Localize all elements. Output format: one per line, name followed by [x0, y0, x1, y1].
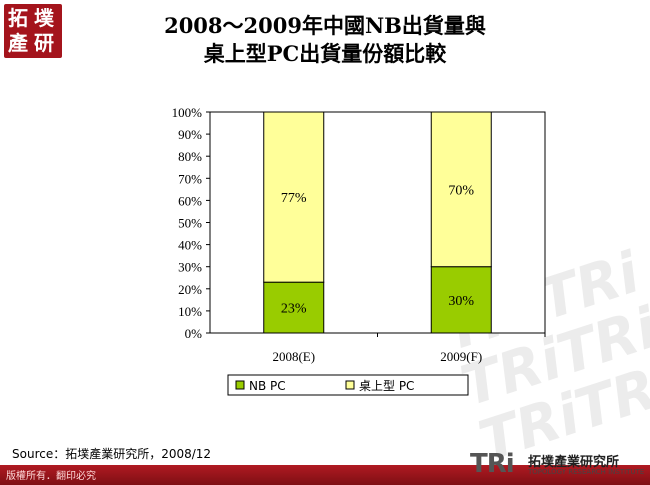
data-label: 30%: [448, 294, 474, 309]
footer-bar: [0, 465, 650, 485]
logo-char: 拓: [8, 6, 28, 30]
title-line-1: 2008～2009年中國NB出貨量與: [164, 13, 486, 38]
y-tick-label: 60%: [178, 193, 202, 208]
y-tick-label: 40%: [178, 238, 202, 253]
tri-logo-name: 拓墣產業研究所: [528, 455, 620, 470]
legend-swatch: [345, 380, 355, 390]
bar-segment: [430, 266, 492, 334]
x-tick-label: 2008(E): [272, 349, 315, 364]
y-tick-label: 90%: [178, 127, 202, 142]
copyright-text: 版權所有．翻印必究: [6, 471, 96, 482]
y-tick-label: 0%: [185, 326, 203, 341]
data-label: 23%: [281, 302, 307, 317]
logo-char: 產: [8, 31, 28, 55]
brand-logo: 拓 墣 產 研: [4, 4, 62, 58]
y-tick-label: 20%: [178, 282, 202, 297]
logo-char: 墣: [34, 6, 54, 30]
y-tick-label: 100%: [172, 105, 203, 120]
data-label: 70%: [448, 183, 474, 198]
slide-title: 2008～2009年中國NB出貨量與 桌上型PC出貨量份額比較: [0, 12, 650, 68]
data-label: 77%: [281, 191, 307, 206]
legend-label: 桌上型 PC: [359, 379, 414, 393]
y-tick-label: 10%: [178, 304, 202, 319]
y-tick-label: 30%: [178, 260, 202, 275]
bar-segment: [430, 111, 492, 268]
y-tick-label: 70%: [178, 171, 202, 186]
y-tick-label: 80%: [178, 149, 202, 164]
tri-logo-mark: TRi: [470, 449, 515, 479]
x-tick-label: 2009(F): [440, 349, 482, 364]
tri-logo-english: TOPOLOGY RESEARCH INSTITUTE: [528, 468, 645, 476]
title-line-2: 桌上型PC出貨量份額比較: [203, 41, 447, 66]
source-note: Source：拓墣產業研究所，2008/12: [12, 447, 212, 461]
y-tick-label: 50%: [178, 216, 202, 231]
logo-char: 研: [34, 31, 54, 55]
plot-area: [209, 111, 546, 334]
legend-label: NB PC: [249, 379, 286, 393]
legend-swatch: [235, 380, 245, 390]
tri-logo: TRi 拓墣產業研究所 TOPOLOGY RESEARCH INSTITUTE: [470, 449, 644, 481]
bar-segment: [263, 111, 325, 283]
